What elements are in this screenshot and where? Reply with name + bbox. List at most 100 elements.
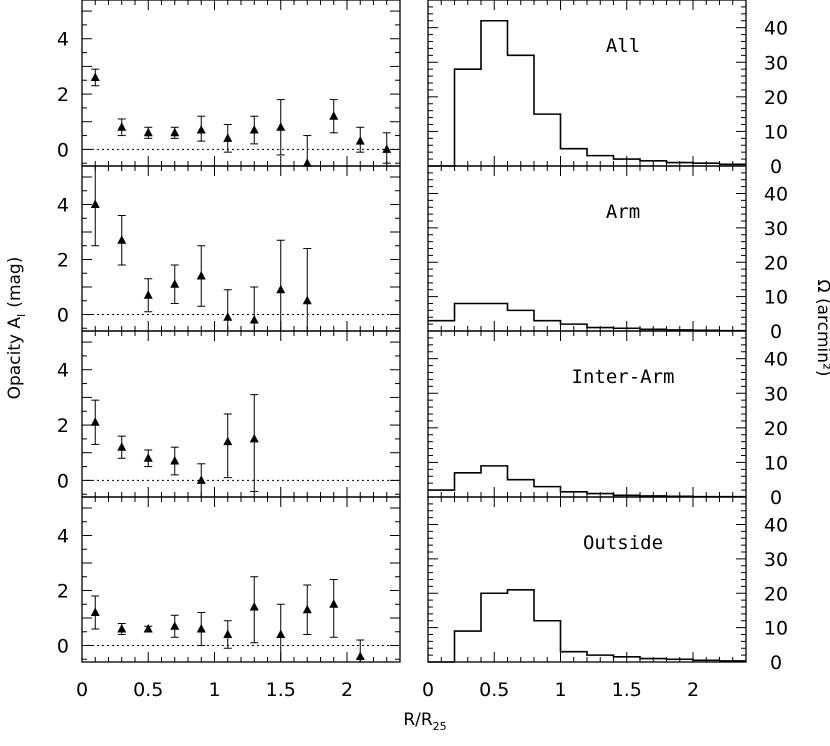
data-point-triangle	[117, 624, 127, 633]
right-y-tick-label: 40	[764, 184, 788, 206]
right-panel-frame	[427, 0, 747, 167]
histogram-step	[428, 302, 746, 332]
histogram-step	[428, 465, 746, 498]
left-y-axis-title: Opacity AI (mag)	[5, 257, 28, 400]
right-y-tick-label: 20	[764, 418, 788, 440]
right-y-tick-label: 0	[770, 652, 782, 674]
data-point-triangle	[276, 629, 286, 638]
data-point-triangle	[117, 442, 127, 451]
left-y-tick-label: 4	[57, 29, 69, 51]
right-y-tick-label: 40	[764, 515, 788, 537]
right-x-tick-label: 0	[422, 679, 434, 701]
left-y-tick-label: 0	[57, 470, 69, 492]
right-panel-frame	[427, 165, 747, 332]
data-point-triangle	[90, 72, 100, 81]
left-panel-frame	[81, 0, 401, 167]
right-x-tick-label: 1	[554, 679, 566, 701]
data-point-triangle	[302, 158, 312, 167]
left-y-axis-title-main: Opacity A	[5, 317, 25, 400]
right-x-tick-label: 1.5	[612, 679, 642, 701]
data-point-triangle	[276, 122, 286, 131]
left-panel-frame	[81, 165, 401, 332]
left-y-tick-label: 0	[57, 305, 69, 327]
data-point-triangle	[143, 127, 153, 137]
right-panel-frame	[427, 496, 747, 663]
left-y-axis-title-unit: (mag)	[5, 257, 25, 308]
histogram-step	[428, 19, 746, 167]
left-y-tick-label: 4	[57, 360, 69, 382]
left-y-tick-label: 2	[57, 250, 69, 272]
right-y-tick-label: 40	[764, 349, 788, 371]
data-point-triangle	[143, 290, 153, 299]
data-point-triangle	[170, 127, 180, 137]
data-point-triangle	[117, 235, 127, 244]
panel-label: Arm	[606, 201, 640, 223]
data-point-triangle	[170, 621, 180, 630]
data-point-triangle	[196, 475, 206, 484]
right-y-tick-label: 10	[764, 121, 788, 143]
left-y-tick-label: 4	[57, 526, 69, 548]
data-point-triangle	[170, 279, 180, 288]
right-x-tick-label: 2	[687, 679, 699, 701]
data-point-triangle	[249, 433, 259, 443]
right-y-tick-label: 0	[770, 156, 782, 178]
left-x-tick-label: 0	[76, 679, 88, 701]
data-point-triangle	[117, 122, 127, 131]
data-point-triangle	[143, 453, 153, 462]
data-point-triangle	[90, 417, 100, 426]
right-y-tick-label: 30	[764, 218, 788, 240]
right-y-tick-label: 20	[764, 252, 788, 274]
right-y-tick-label: 10	[764, 287, 788, 309]
left-y-tick-label: 2	[57, 581, 69, 603]
right-y-tick-label: 10	[764, 618, 788, 640]
data-point-triangle	[223, 133, 233, 142]
left-y-tick-label: 2	[57, 415, 69, 437]
right-y-tick-label: 0	[770, 321, 782, 343]
right-y-tick-label: 40	[764, 18, 788, 40]
right-y-tick-label: 10	[764, 452, 788, 474]
data-point-triangle	[196, 125, 206, 134]
data-point-triangle	[143, 624, 153, 633]
x-axis-title: R/R25	[403, 710, 446, 733]
data-point-triangle	[196, 624, 206, 633]
left-x-tick-label: 2	[341, 679, 353, 701]
data-point-triangle	[302, 295, 312, 305]
histogram-step	[428, 589, 746, 663]
data-point-triangle	[90, 607, 100, 616]
data-point-triangle	[302, 604, 312, 614]
right-y-tick-label: 30	[764, 549, 788, 571]
left-y-tick-label: 4	[57, 195, 69, 217]
data-point-triangle	[382, 144, 392, 153]
data-point-triangle	[196, 271, 206, 280]
left-x-tick-label: 1.5	[266, 679, 296, 701]
panels-layer: 024010203040All024010203040Arm0240102030…	[57, 0, 788, 701]
right-y-tick-label: 30	[764, 383, 788, 405]
x-axis-title-main: R/R	[403, 710, 433, 730]
right-x-tick-label: 0.5	[479, 679, 509, 701]
left-x-tick-label: 1	[208, 679, 220, 701]
left-y-tick-label: 0	[57, 636, 69, 658]
right-y-axis-title: Ω (arcmin²)	[813, 280, 830, 377]
right-y-tick-label: 30	[764, 52, 788, 74]
panel-label: Outside	[583, 532, 663, 554]
panel-label: Inter-Arm	[572, 366, 675, 388]
panel-label: All	[606, 35, 640, 57]
data-point-triangle	[90, 199, 100, 208]
data-point-triangle	[223, 312, 233, 321]
left-x-tick-label: 0.5	[133, 679, 163, 701]
left-y-tick-label: 0	[57, 139, 69, 161]
right-y-tick-label: 20	[764, 87, 788, 109]
left-panel-frame	[81, 330, 401, 498]
data-point-triangle	[276, 284, 286, 294]
data-point-triangle	[249, 602, 259, 611]
data-point-triangle	[355, 136, 365, 145]
data-point-triangle	[329, 599, 339, 608]
data-point-triangle	[170, 456, 180, 465]
left-y-axis-title-sub: I	[15, 314, 28, 317]
data-point-triangle	[249, 125, 259, 134]
right-y-tick-label: 0	[770, 487, 782, 509]
